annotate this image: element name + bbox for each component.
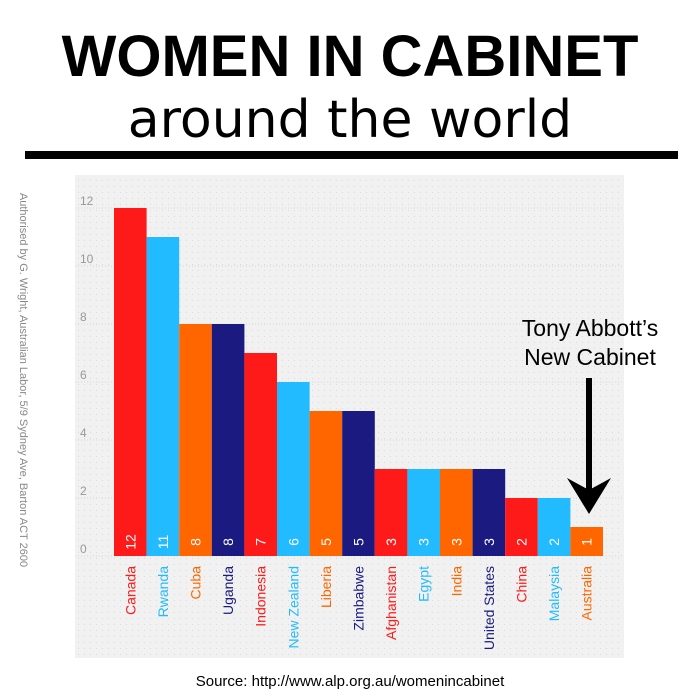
y-tick-label: 4	[80, 426, 87, 440]
bar-value-label: 2	[514, 538, 530, 546]
page-title: WOMEN IN CABINET	[61, 24, 639, 89]
category-label: Indonesia	[253, 566, 269, 627]
bars	[114, 208, 603, 556]
category-label: China	[514, 566, 530, 603]
bar-value-label: 11	[155, 535, 171, 550]
category-label: Uganda	[220, 566, 236, 615]
bar-value-label: 1	[579, 538, 595, 546]
annotation: Tony Abbott’s New Cabinet	[522, 315, 658, 514]
bar	[472, 469, 506, 556]
category-label: Liberia	[318, 566, 334, 608]
y-axis-ticks: 0 2 4 6 8 10 12	[80, 194, 94, 556]
title-divider	[25, 151, 678, 159]
bar	[244, 353, 277, 556]
y-tick-label: 12	[80, 194, 94, 208]
category-label: India	[448, 566, 464, 597]
bar-value-label: 8	[188, 538, 204, 546]
annotation-line-1: Tony Abbott’s	[522, 315, 658, 341]
value-labels: 12 11 8 8 7 6 5 5 3 3 3 3 2 2 1	[122, 534, 594, 550]
bar	[537, 498, 571, 556]
bar-value-label: 2	[546, 538, 562, 546]
bar-value-label: 12	[122, 534, 138, 550]
bar-value-label: 7	[253, 538, 269, 546]
bar-value-label: 8	[220, 538, 236, 546]
y-tick-label: 6	[80, 368, 87, 382]
bar	[440, 469, 473, 556]
category-label: Canada	[122, 566, 138, 615]
bar	[146, 237, 180, 556]
bar	[342, 411, 375, 556]
y-tick-label: 0	[80, 542, 87, 556]
category-label: Australia	[579, 566, 595, 621]
bar-value-label: 5	[351, 538, 367, 546]
bar	[277, 382, 310, 556]
bar-value-label: 5	[318, 538, 334, 546]
bar	[309, 411, 343, 556]
category-label: Malaysia	[546, 566, 562, 621]
category-label: Afghanistan	[383, 566, 399, 640]
category-label: New Zealand	[285, 566, 301, 649]
category-label: Egypt	[416, 566, 432, 602]
bar-value-label: 6	[285, 538, 301, 546]
category-label: Rwanda	[155, 566, 171, 618]
annotation-arrow-head	[567, 478, 611, 514]
page-subtitle: around the world	[127, 90, 573, 150]
source-note: Source: http://www.alp.org.au/womenincab…	[195, 673, 505, 690]
category-label: United States	[481, 566, 497, 650]
bar	[505, 498, 538, 556]
bar	[114, 208, 147, 556]
y-tick-label: 2	[80, 484, 87, 498]
annotation-line-2: New Cabinet	[524, 344, 656, 370]
category-label: Cuba	[188, 566, 204, 600]
bar	[570, 527, 603, 556]
bar-value-label: 3	[448, 538, 464, 546]
category-label: Zimbabwe	[351, 566, 367, 631]
bar	[211, 324, 245, 556]
bar	[179, 324, 212, 556]
category-labels: Canada Rwanda Cuba Uganda Indonesia New Zeala…	[122, 566, 594, 650]
y-tick-label: 10	[80, 252, 94, 266]
y-tick-label: 8	[80, 310, 87, 324]
bar-value-label: 3	[416, 538, 432, 546]
bar	[407, 469, 440, 556]
bar-value-label: 3	[481, 538, 497, 546]
bar	[374, 469, 408, 556]
bar-value-label: 3	[383, 538, 399, 546]
